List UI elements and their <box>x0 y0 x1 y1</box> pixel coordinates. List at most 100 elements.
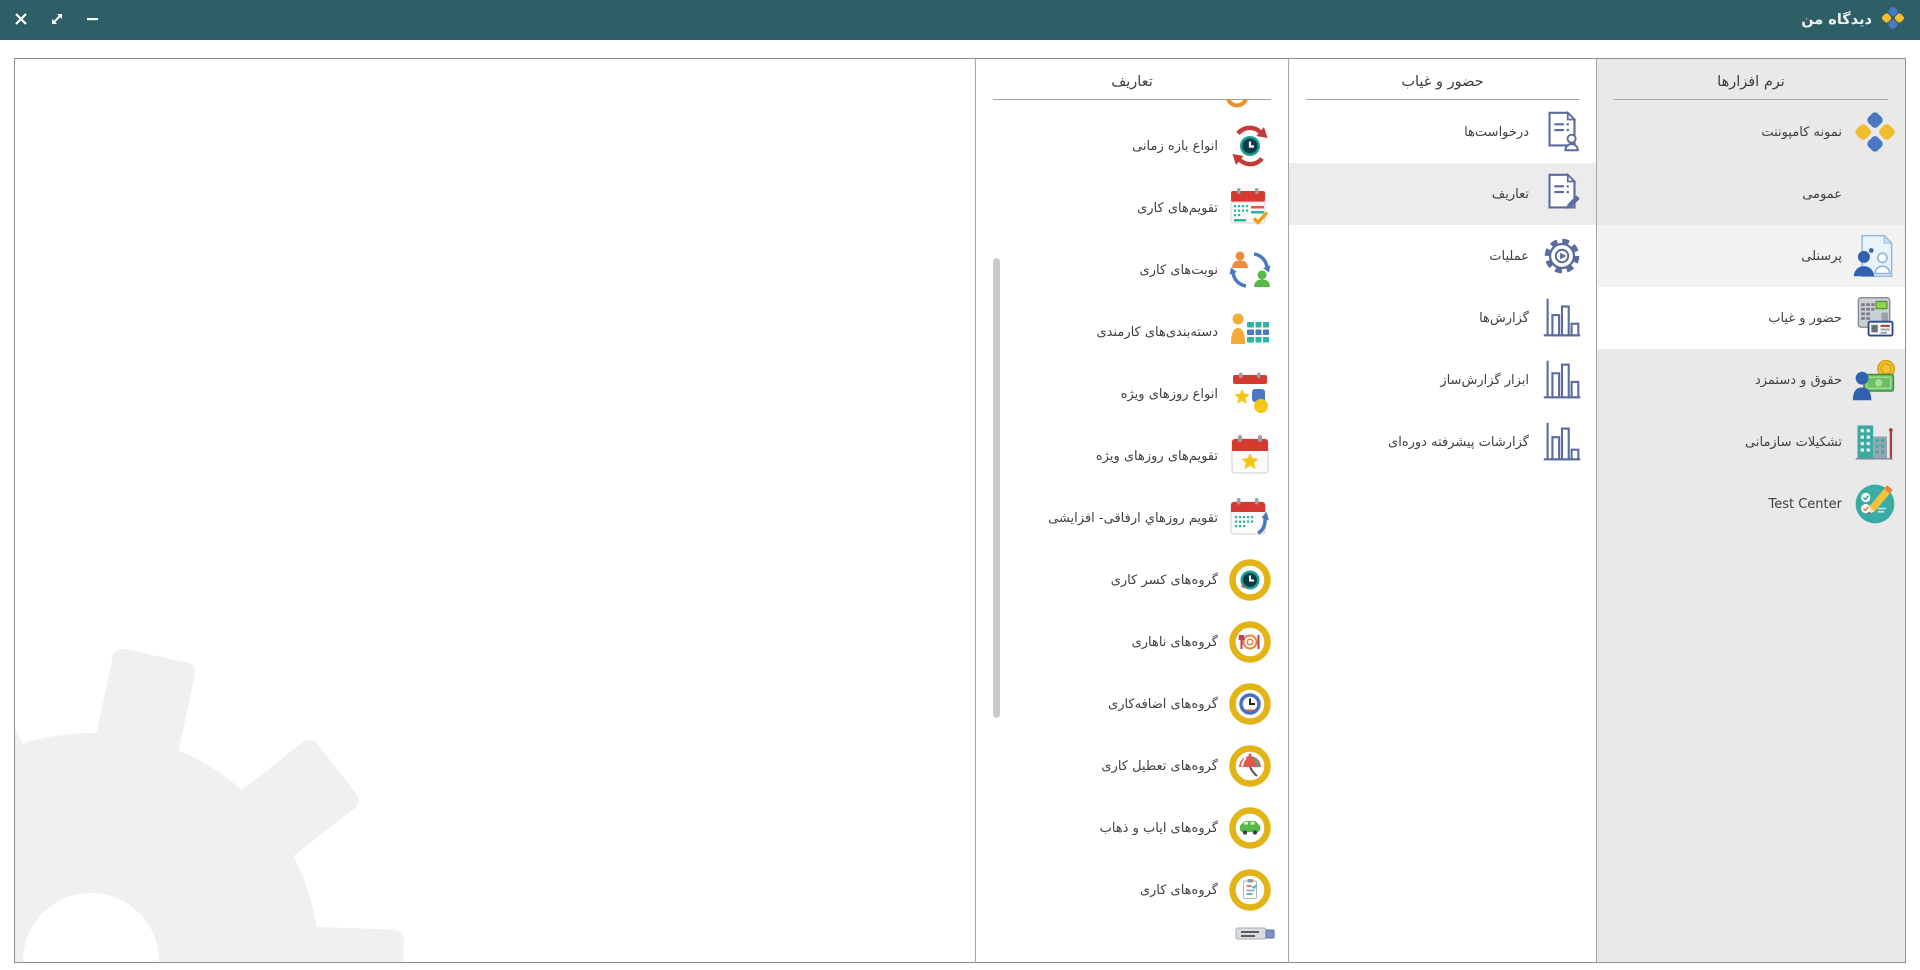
minimize-icon <box>84 10 102 31</box>
definitions-item-time-interval-types[interactable]: انواع بازه زمانی <box>976 115 1288 177</box>
definitions-item-label: دسته‌بندی‌های کارمندی <box>1096 324 1218 340</box>
component-sample-icon <box>1850 106 1900 158</box>
attendance-item-label: درخواست‌ها <box>1464 124 1529 140</box>
definitions-item-label: تقویم‌های کاری <box>1137 200 1218 216</box>
app-item-organization[interactable]: تشکیلات سازمانی <box>1597 411 1905 473</box>
definitions-column-header: تعاریف <box>993 59 1271 100</box>
apps-column-header: نرم افزارها <box>1614 59 1888 100</box>
reports-chart-icon <box>1537 292 1587 344</box>
definitions-item-label: انواع روزهای ویژه <box>1120 386 1218 402</box>
definitions-item-label: گروه‌های اضافه‌کاری <box>1108 696 1218 712</box>
definitions-column: تعاریف انواع بازه زمانی <box>975 59 1288 962</box>
definitions-item-label: گروه‌های کاری <box>1139 882 1218 898</box>
attendance-item-operations[interactable]: عملیات <box>1289 225 1596 287</box>
definitions-item-label: نوبت‌های کاری <box>1139 262 1218 278</box>
organization-icon <box>1850 416 1900 468</box>
personnel-icon <box>1850 230 1900 282</box>
definitions-item-label: انواع بازه زمانی <box>1132 138 1218 154</box>
work-groups-icon <box>1226 864 1274 916</box>
definitions-item-holiday-work-groups[interactable]: گروه‌های تعطیل کاری <box>976 735 1288 797</box>
operations-gear-icon <box>1537 230 1587 282</box>
payroll-icon <box>1850 354 1900 406</box>
app-title: دیدگاه من <box>1801 12 1872 28</box>
time-interval-types-icon <box>1226 120 1274 172</box>
definitions-item-special-day-types[interactable]: انواع روزهای ویژه <box>976 363 1288 425</box>
app-item-personnel[interactable]: پرسنلی <box>1597 225 1905 287</box>
app-item-label: حقوق و دستمزد <box>1754 372 1842 388</box>
work-deduction-groups-icon <box>1226 554 1274 606</box>
requests-document-icon <box>1537 106 1587 158</box>
scrolled-item-partial-icon[interactable] <box>1226 96 1248 115</box>
special-days-calendars-icon <box>1226 430 1274 482</box>
maximize-icon <box>48 10 66 31</box>
attendance-item-label: گزارش‌ها <box>1479 310 1529 326</box>
attendance-item-advanced-reports[interactable]: گزارشات پیشرفته دوره‌ای <box>1289 411 1596 473</box>
apps-column: نرم افزارها نمونه کامپوننت عمومی <box>1596 59 1905 962</box>
app-item-test-center[interactable]: Test Center <box>1597 473 1905 535</box>
app-item-payroll[interactable]: حقوق و دستمزد <box>1597 349 1905 411</box>
definitions-item-work-groups[interactable]: گروه‌های کاری <box>976 859 1288 921</box>
app-item-label: Test Center <box>1768 496 1843 512</box>
definitions-item-label: گروه‌های ایاب و ذهاب <box>1099 820 1218 836</box>
no-icon <box>1850 168 1900 220</box>
lunch-groups-icon <box>1226 616 1274 668</box>
app-item-label: تشکیلات سازمانی <box>1745 434 1842 450</box>
definitions-item-bonus-incremental-calendar[interactable]: تقویم روزهاي ارفاقی- افزایشی <box>976 487 1288 549</box>
bonus-incremental-calendar-icon <box>1226 492 1274 544</box>
app-item-component-sample[interactable]: نمونه کامپوننت <box>1597 101 1905 163</box>
overtime-groups-icon <box>1226 678 1274 730</box>
next-item-partial-icon[interactable] <box>1235 925 1275 945</box>
employee-categories-icon <box>1226 306 1274 358</box>
holiday-work-groups-icon <box>1226 740 1274 792</box>
definitions-item-overtime-groups[interactable]: گروه‌های اضافه‌کاری <box>976 673 1288 735</box>
main-window: نرم افزارها نمونه کامپوننت عمومی <box>14 58 1906 963</box>
report-builder-chart-icon <box>1537 354 1587 406</box>
test-center-icon <box>1850 478 1900 530</box>
attendance-column: حضور و غیاب درخواست‌ها <box>1288 59 1596 962</box>
attendance-column-header: حضور و غیاب <box>1306 59 1579 100</box>
attendance-item-reports[interactable]: گزارش‌ها <box>1289 287 1596 349</box>
work-shifts-icon <box>1226 244 1274 296</box>
definitions-item-commute-groups[interactable]: گروه‌های ایاب و ذهاب <box>976 797 1288 859</box>
app-item-label: نمونه کامپوننت <box>1761 124 1842 140</box>
definitions-item-label: گروه‌های کسر کاری <box>1110 572 1218 588</box>
gear-watermark-icon <box>15 648 404 962</box>
definitions-item-special-days-calendars[interactable]: تقویم‌های روزهای ویژه <box>976 425 1288 487</box>
app-item-label: پرسنلی <box>1801 248 1842 264</box>
work-calendars-icon <box>1226 182 1274 234</box>
definitions-item-work-calendars[interactable]: تقویم‌های کاری <box>976 177 1288 239</box>
attendance-item-requests[interactable]: درخواست‌ها <box>1289 101 1596 163</box>
definitions-item-label: تقویم‌های روزهای ویژه <box>1095 448 1218 464</box>
attendance-item-label: عملیات <box>1489 248 1529 264</box>
special-day-types-icon <box>1226 368 1274 420</box>
app-item-label: حضور و غیاب <box>1768 310 1842 326</box>
commute-groups-icon <box>1226 802 1274 854</box>
definitions-item-label: تقویم روزهاي ارفاقی- افزایشی <box>1048 510 1218 526</box>
definitions-item-lunch-groups[interactable]: گروه‌های ناهاری <box>976 611 1288 673</box>
attendance-item-label: تعاریف <box>1491 186 1529 202</box>
attendance-device-icon <box>1850 292 1900 344</box>
window-controls <box>10 0 104 40</box>
app-logo-icon <box>1880 5 1906 35</box>
definitions-scrollbar[interactable] <box>993 258 1000 718</box>
close-button[interactable] <box>10 9 32 31</box>
attendance-item-definitions[interactable]: تعاریف <box>1289 163 1596 225</box>
definitions-item-label: گروه‌های ناهاری <box>1131 634 1218 650</box>
attendance-item-label: گزارشات پیشرفته دوره‌ای <box>1388 434 1529 450</box>
content-panel <box>15 59 975 962</box>
definitions-document-icon <box>1537 168 1587 220</box>
definitions-item-work-deduction-groups[interactable]: گروه‌های کسر کاری <box>976 549 1288 611</box>
advanced-periodic-reports-icon <box>1537 416 1587 468</box>
definitions-item-work-shifts[interactable]: نوبت‌های کاری <box>976 239 1288 301</box>
app-item-general[interactable]: عمومی <box>1597 163 1905 225</box>
close-icon <box>12 10 30 31</box>
app-item-attendance[interactable]: حضور و غیاب <box>1597 287 1905 349</box>
attendance-item-label: ابزار گزارش‌ساز <box>1440 372 1529 388</box>
minimize-button[interactable] <box>82 9 104 31</box>
definitions-item-employee-categories[interactable]: دسته‌بندی‌های کارمندی <box>976 301 1288 363</box>
definitions-item-label: گروه‌های تعطیل کاری <box>1101 758 1218 774</box>
app-item-label: عمومی <box>1802 186 1842 202</box>
attendance-item-report-builder[interactable]: ابزار گزارش‌ساز <box>1289 349 1596 411</box>
maximize-button[interactable] <box>46 9 68 31</box>
titlebar: دیدگاه من <box>0 0 1920 40</box>
